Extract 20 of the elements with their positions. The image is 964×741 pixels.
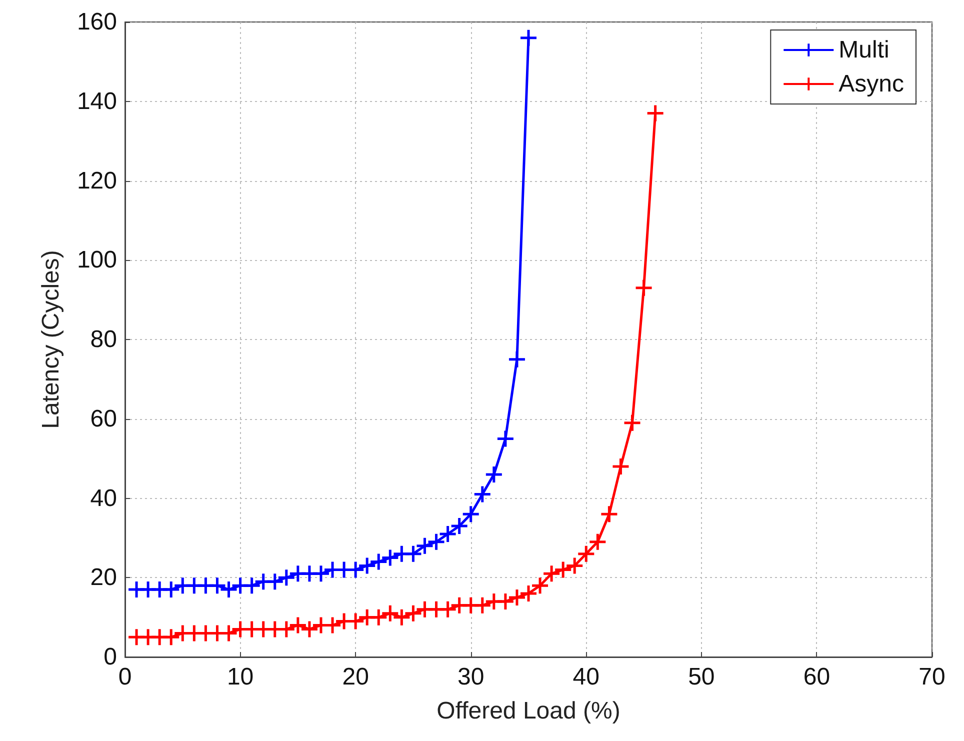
x-tick-label: 40 — [572, 664, 600, 690]
x-tick-label: 50 — [688, 664, 715, 690]
x-tick-label: 20 — [342, 664, 369, 690]
x-tick-label: 70 — [918, 664, 946, 690]
y-tick-label: 40 — [90, 484, 117, 512]
x-axis-title: Offered Load (%) — [436, 698, 620, 724]
y-tick-label: 120 — [76, 167, 117, 194]
y-tick-label: 140 — [76, 88, 117, 115]
x-tick-label: 60 — [803, 664, 830, 690]
legend-label: Async — [838, 70, 904, 98]
y-tick-label: 160 — [76, 8, 117, 36]
y-tick-label: 100 — [76, 246, 117, 274]
y-tick-label: 20 — [90, 564, 117, 592]
y-tick-label: 80 — [90, 326, 117, 353]
legend-label: Multi — [838, 36, 890, 64]
x-tick-label: 10 — [226, 664, 254, 690]
y-tick-label: 0 — [104, 644, 117, 670]
y-tick-label: 60 — [90, 405, 117, 432]
x-tick-label: 30 — [458, 664, 484, 690]
y-axis-title: Latency (Cycles) — [38, 250, 64, 429]
